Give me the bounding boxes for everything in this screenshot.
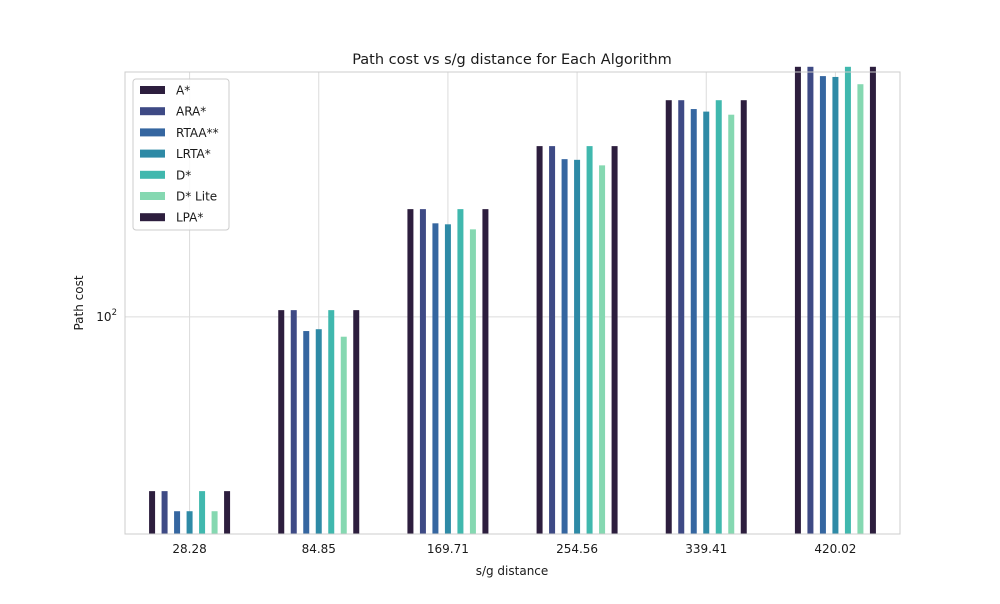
- legend-label: LPA*: [176, 211, 203, 225]
- x-tick-label: 28.28: [172, 542, 206, 556]
- legend: A* ARA* RTAA** LRTA* D* D* Lite LPA*: [132, 78, 230, 231]
- legend-label: LRTA*: [176, 147, 211, 161]
- bar: [444, 224, 451, 534]
- bar: [832, 76, 839, 534]
- chart-title: Path cost vs s/g distance for Each Algor…: [352, 52, 672, 68]
- bar: [186, 511, 193, 534]
- bar: [174, 511, 181, 534]
- bar: [315, 329, 322, 534]
- legend-swatch: [140, 192, 165, 200]
- bar: [419, 209, 426, 534]
- legend-swatch: [140, 170, 165, 179]
- legend-label: A*: [176, 84, 190, 98]
- bar: [819, 76, 826, 535]
- bar: [328, 310, 335, 534]
- bar: [199, 491, 206, 534]
- bar: [715, 100, 722, 534]
- bar: [211, 511, 218, 534]
- legend-swatch: [140, 213, 165, 222]
- bar: [457, 209, 464, 534]
- bar: [161, 491, 168, 534]
- bar: [586, 146, 593, 534]
- legend-swatch: [140, 149, 165, 158]
- bar: [536, 146, 543, 534]
- bar: [599, 165, 606, 534]
- bars: [149, 66, 876, 535]
- bar: [574, 159, 581, 534]
- x-tick-label: 339.41: [685, 542, 727, 556]
- bar: [844, 66, 851, 535]
- legend-label: D*: [176, 168, 191, 182]
- bar: [149, 491, 156, 534]
- bar: [353, 310, 360, 534]
- bar: [678, 100, 685, 534]
- bar: [469, 229, 476, 534]
- bar: [690, 109, 697, 534]
- legend-swatch: [140, 86, 165, 94]
- bar: [407, 209, 414, 534]
- legend-label: D* Lite: [176, 190, 217, 204]
- x-axis-label: s/g distance: [476, 564, 549, 578]
- tick-labels: 102 28.28 84.85 169.71 254.56 339.41 420.02: [96, 308, 856, 556]
- bar: [290, 310, 297, 534]
- bar: [549, 146, 556, 534]
- bar: [703, 111, 710, 534]
- x-tick-label: 254.56: [556, 542, 598, 556]
- plot-frame: [124, 71, 901, 535]
- bar: [303, 331, 310, 534]
- bar: [224, 491, 231, 534]
- bar: [432, 223, 439, 534]
- bar: [561, 159, 568, 534]
- x-tick-label: 169.71: [427, 542, 469, 556]
- bar: [740, 100, 747, 534]
- bar: [857, 84, 864, 535]
- bar: [728, 114, 735, 534]
- bar: [869, 66, 876, 535]
- bar: [807, 66, 814, 535]
- bar: [665, 100, 672, 534]
- bar: [482, 209, 489, 534]
- y-axis-label: Path cost: [72, 275, 86, 330]
- legend-swatch: [140, 107, 165, 116]
- bar: [794, 66, 801, 535]
- legend-swatch: [140, 128, 165, 137]
- y-tick-label: 102: [96, 308, 117, 324]
- x-tick-label: 84.85: [302, 542, 336, 556]
- bar: [611, 146, 618, 534]
- legend-label: RTAA**: [176, 126, 219, 140]
- bar: [278, 310, 285, 534]
- legend-label: ARA*: [176, 105, 206, 119]
- bar: [340, 336, 347, 534]
- x-tick-label: 420.02: [814, 542, 856, 556]
